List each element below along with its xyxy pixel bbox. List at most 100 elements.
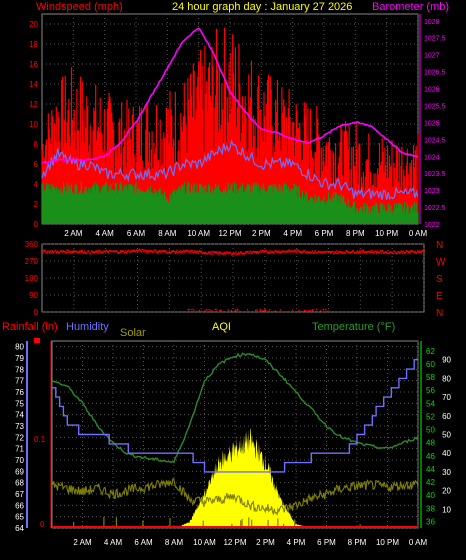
wind-x-tick-label: 8 AM (158, 229, 177, 238)
direction-panel: 360 N 270 W 180 S 90 E 0 N (25, 240, 446, 319)
temp-tick-label: 48 (426, 439, 435, 448)
direction-tick-label: 360 (25, 240, 39, 249)
humidity-tick-label: 20 (442, 487, 451, 496)
rain-x-tick-label: 10 PM (376, 538, 399, 547)
windspeed-tick-label: 6 (34, 160, 39, 169)
wind-x-tick-label: 4 AM (96, 229, 115, 238)
humidity-line (52, 359, 418, 473)
left-tick-label: 77 (15, 377, 24, 386)
compass-label: N (436, 308, 443, 319)
left-tick-label: 75 (15, 399, 24, 408)
temp-tick-label: 36 (426, 517, 435, 526)
windspeed-axis-title: Windspeed (mph) (36, 1, 123, 13)
barometer-tick-label: 1025 (424, 120, 440, 127)
barometer-tick-label: 1027.5 (424, 36, 446, 43)
rain-axis-marker (34, 338, 40, 343)
left-tick-label: 74 (15, 411, 24, 420)
compass-label: E (436, 291, 443, 302)
windspeed-tick-label: 20 (29, 20, 38, 29)
temperature-label: Temperature (°F) (312, 321, 395, 333)
windspeed-tick-label: 14 (29, 80, 38, 89)
wind-x-tick-label: 10 AM (187, 229, 210, 238)
windspeed-tick-label: 0 (34, 220, 39, 229)
humidity-label: Humidity (66, 321, 109, 333)
barometer-tick-label: 1027 (424, 53, 440, 60)
chart-title: 24 hour graph day : January 27 2026 (172, 1, 352, 13)
wind-x-tick-label: 2 PM (252, 229, 271, 238)
rain-x-tick-label: 10 AM (193, 538, 216, 547)
windspeed-tick-label: 10 (29, 120, 38, 129)
wind-x-tick-label: 6 PM (315, 229, 334, 238)
temp-tick-label: 40 (426, 491, 435, 500)
wind-x-tick-label: 2 AM (64, 229, 83, 238)
barometer-line (41, 27, 419, 165)
rain-x-tick-label: 2 AM (73, 538, 92, 547)
left-tick-label: 71 (15, 445, 24, 454)
solar-line (51, 477, 419, 517)
barometer-axis-title: Barometer (mb) (372, 1, 449, 13)
rain-temp-panel: 64 65 66 67 68 69 70 71 72 73 74 75 76 77 78 79 80 0.1 0 36… (15, 338, 452, 547)
left-tick-label: 76 (15, 388, 24, 397)
barometer-tick-label: 1026 (424, 87, 440, 94)
wind-panel: 0 2 4 6 8 10 12 14 16 18 20 1022 1022.5 1023 1023.5 102… (29, 19, 445, 238)
barometer-tick-label: 1023 (424, 188, 440, 195)
wind-x-tick-label: 0 AM (409, 229, 428, 238)
left-tick-label: 69 (15, 467, 24, 476)
solar-label: Solar (120, 327, 146, 339)
wind-x-tick-label: 8 PM (346, 229, 365, 238)
barometer-tick-label: 1024.5 (424, 137, 446, 144)
windspeed-tick-label: 8 (34, 140, 39, 149)
direction-panel-grid (41, 243, 425, 313)
rain-tick-label: 0.1 (34, 435, 46, 444)
rain-x-tick-label: 8 AM (165, 538, 184, 547)
barometer-tick-label: 1025.5 (424, 103, 446, 110)
humidity-tick-label: 90 (442, 356, 451, 365)
rain-x-tick-label: 12 PM (223, 538, 246, 547)
direction-low-points (187, 308, 329, 313)
aqi-label: AQI (212, 321, 231, 333)
rain-x-tick-label: 2 PM (256, 538, 275, 547)
temp-tick-label: 38 (426, 504, 435, 513)
wind-x-tick-label: 4 PM (283, 229, 302, 238)
compass-label: S (436, 274, 443, 285)
left-tick-label: 79 (15, 354, 24, 363)
windspeed-tick-label: 12 (29, 100, 38, 109)
temp-tick-label: 50 (426, 426, 435, 435)
rain-ticks (73, 516, 361, 528)
temp-tick-label: 56 (426, 386, 435, 395)
left-tick-label: 70 (15, 456, 24, 465)
direction-points (42, 248, 426, 256)
compass-label: W (436, 257, 446, 268)
direction-tick-label: 0 (34, 308, 39, 317)
humidity-tick-label: 10 (442, 505, 451, 514)
humidity-tick-label: 30 (442, 468, 451, 477)
aqi-area (181, 428, 304, 528)
left-tick-label: 78 (15, 365, 24, 374)
humidity-tick-label: 60 (442, 412, 451, 421)
temp-tick-label: 46 (426, 452, 435, 461)
direction-tick-label: 90 (29, 291, 38, 300)
rain-tick-label: 0 (40, 520, 45, 529)
wind-x-tick-label: 12 PM (218, 229, 241, 238)
barometer-tick-label: 1028 (424, 19, 440, 26)
rainfall-label: Rainfall (in) (2, 321, 58, 333)
temp-tick-label: 54 (426, 399, 435, 408)
rain-x-tick-label: 6 PM (317, 538, 336, 547)
left-tick-label: 68 (15, 479, 24, 488)
rain-x-tick-label: 8 PM (348, 538, 367, 547)
direction-tick-label: 270 (25, 257, 39, 266)
left-tick-label: 64 (15, 524, 24, 533)
temp-tick-label: 62 (426, 347, 435, 356)
barometer-tick-label: 1026.5 (424, 70, 446, 77)
left-tick-label: 65 (15, 513, 24, 522)
left-tick-label: 66 (15, 501, 24, 510)
humidity-tick-label: 80 (442, 374, 451, 383)
humidity-tick-label: 50 (442, 431, 451, 440)
rain-x-tick-label: 0 AM (409, 538, 428, 547)
humidity-tick-label: 40 (442, 449, 451, 458)
left-tick-label: 80 (15, 343, 24, 352)
rain-x-tick-label: 4 PM (287, 538, 306, 547)
left-tick-label: 72 (15, 433, 24, 442)
